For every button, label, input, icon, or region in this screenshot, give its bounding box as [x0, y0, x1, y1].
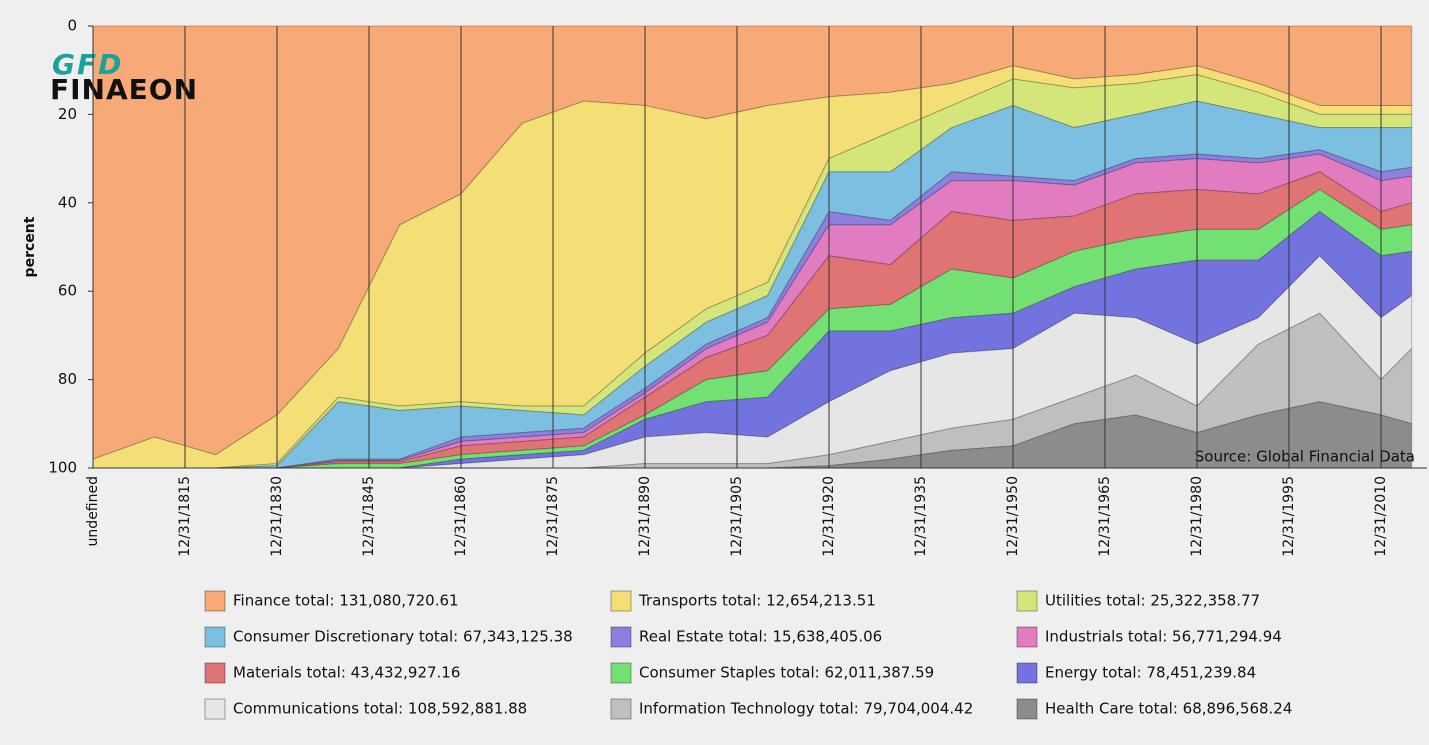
x-tick-label: 12/31/1830 [269, 476, 285, 557]
x-tick-label: 12/31/1920 [821, 476, 837, 557]
y-tick-label: 40 [58, 193, 77, 211]
x-tick-label: 12/31/1815 [177, 476, 193, 557]
x-tick-label: undefined [85, 476, 101, 546]
x-tick-label: 12/31/1980 [1189, 476, 1205, 557]
legend-swatch [1016, 590, 1038, 612]
logo-bottom: FINAEON [50, 73, 198, 106]
legend-label: Utilities total: 25,322,358.77 [1045, 592, 1260, 610]
y-tick-label: 20 [58, 105, 77, 123]
annotation: Source: Global Financial Data [1195, 448, 1415, 466]
legend-swatch [610, 662, 632, 684]
legend-label: Communications total: 108,592,881.88 [233, 700, 527, 718]
legend-swatch [610, 698, 632, 720]
x-tick-label: 12/31/1845 [361, 476, 377, 557]
plot-area [92, 25, 1413, 469]
legend-label: Real Estate total: 15,638,405.06 [639, 628, 882, 646]
y-tick-label: 60 [58, 282, 77, 300]
x-tick-label: 12/31/1875 [545, 476, 561, 557]
x-tick-label: 12/31/2010 [1373, 476, 1389, 557]
x-tick-label: 12/31/1965 [1097, 476, 1113, 557]
legend-swatch [204, 590, 226, 612]
x-tick-label: 12/31/1905 [729, 476, 745, 557]
legend-label: Materials total: 43,432,927.16 [233, 664, 460, 682]
x-tick-label: 12/31/1860 [453, 476, 469, 557]
logo-top: GFD [52, 48, 123, 81]
y-tick-label: 100 [48, 459, 77, 477]
legend-swatch [204, 626, 226, 648]
legend-swatch [204, 698, 226, 720]
legend-swatch [1016, 662, 1038, 684]
legend-swatch [204, 662, 226, 684]
legend-label: Consumer Discretionary total: 67,343,125… [233, 628, 573, 646]
legend-swatch [1016, 626, 1038, 648]
x-tick-label: 12/31/1995 [1281, 476, 1297, 557]
legend-swatch [610, 626, 632, 648]
legend-swatch [1016, 698, 1038, 720]
legend-label: Transports total: 12,654,213.51 [638, 592, 876, 610]
x-tick-label: 12/31/1950 [1005, 476, 1021, 557]
area [92, 25, 1413, 460]
legend-label: Health Care total: 68,896,568.24 [1045, 700, 1292, 718]
y-tick-label: 0 [67, 17, 77, 35]
legend-label: Industrials total: 56,771,294.94 [1045, 628, 1282, 646]
x-tick-label: 12/31/1890 [637, 476, 653, 557]
legend-swatch [610, 590, 632, 612]
legend-label: Finance total: 131,080,720.61 [233, 592, 459, 610]
y-axis-label: percent [22, 216, 38, 277]
legend-label: Energy total: 78,451,239.84 [1045, 664, 1256, 682]
legend-label: Information Technology total: 79,704,004… [639, 700, 973, 718]
legend-label: Consumer Staples total: 62,011,387.59 [639, 664, 934, 682]
y-tick-label: 80 [58, 370, 77, 388]
x-tick-label: 12/31/1935 [913, 476, 929, 557]
